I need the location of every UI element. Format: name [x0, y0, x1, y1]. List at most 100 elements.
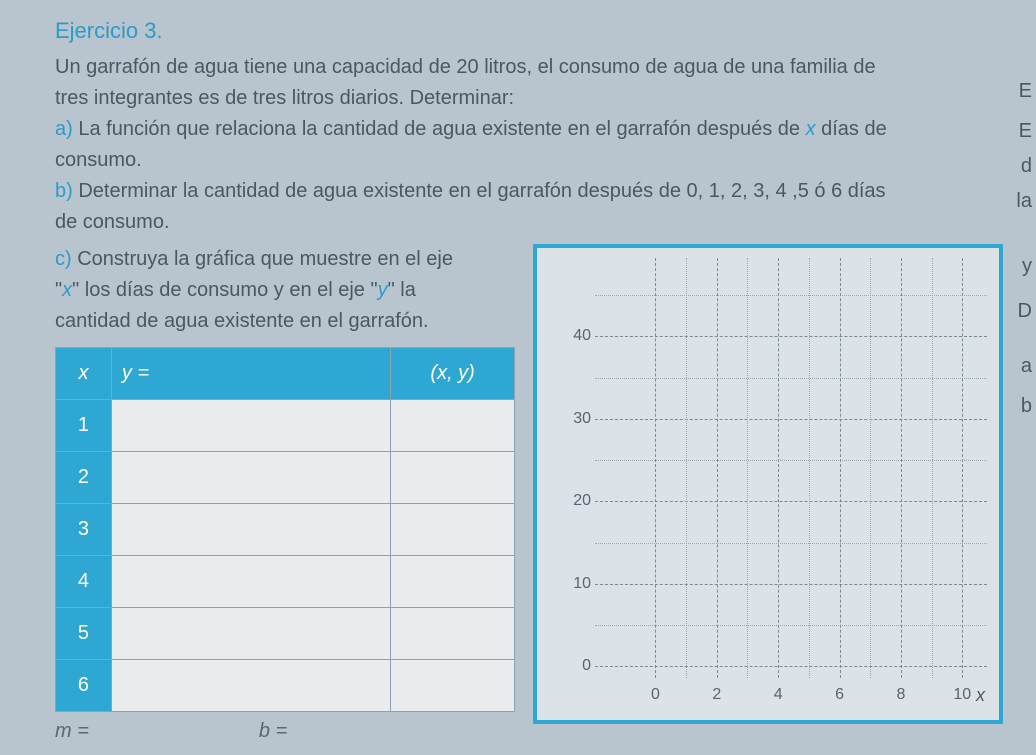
row-xy-cell[interactable] — [391, 400, 515, 452]
part-a-2: días de — [816, 118, 887, 140]
grid-line-h — [595, 419, 987, 420]
table-head-xy: (x, y) — [391, 348, 515, 400]
page-edge-text: b — [1021, 395, 1032, 418]
part-c-1: Construya la gráfica que muestre en el e… — [72, 248, 453, 270]
grid-line-h-minor — [595, 543, 987, 544]
row-y-cell[interactable] — [111, 660, 390, 712]
row-xy-cell[interactable] — [391, 608, 515, 660]
axis-x-symbol: x — [976, 685, 985, 706]
row-x-value: 5 — [56, 608, 112, 660]
part-a-line-2: consumo. — [55, 145, 996, 176]
var-y-axis: y — [378, 279, 388, 301]
y-tick-label: 40 — [551, 327, 591, 345]
y-tick-label: 20 — [551, 492, 591, 510]
row-x-value: 3 — [56, 504, 112, 556]
graph-grid: x 0 10 20 30 40 0 2 4 6 8 10 — [545, 254, 991, 712]
row-xy-cell[interactable] — [391, 452, 515, 504]
data-table: x y = (x, y) 123456 — [55, 347, 515, 712]
capacity: 20 — [456, 56, 478, 78]
intro-line-1: Un garrafón de agua tiene una capacidad … — [55, 52, 996, 83]
m-equals: m = — [55, 720, 89, 743]
c2c: " la — [388, 279, 416, 301]
table-head-y: y = — [111, 348, 390, 400]
grid-line-v-minor — [747, 258, 748, 678]
x-tick-label: 0 — [651, 686, 660, 704]
grid-line-v — [655, 258, 656, 678]
part-c-label: c) — [55, 248, 72, 270]
grid-line-h-minor — [595, 295, 987, 296]
row-x-value: 1 — [56, 400, 112, 452]
c2b: " los días de consumo y en el eje " — [72, 279, 377, 301]
grid-line-h — [595, 336, 987, 337]
part-a-1: La función que relaciona la cantidad de … — [73, 118, 806, 140]
m-b-row: m = b = — [55, 720, 515, 743]
grid-line-v — [778, 258, 779, 678]
page-edge-text: a — [1021, 355, 1032, 378]
part-b-label: b) — [55, 180, 73, 202]
page-edge-text: d — [1021, 155, 1032, 178]
part-a-line-1: a) La función que relaciona la cantidad … — [55, 114, 996, 145]
x-tick-label: 4 — [774, 686, 783, 704]
row-y-cell[interactable] — [111, 556, 390, 608]
row-xy-cell[interactable] — [391, 660, 515, 712]
grid-line-v-minor — [686, 258, 687, 678]
page-edge-text: E — [1019, 80, 1032, 103]
page-edge-text: y — [1022, 255, 1032, 278]
x-tick-label: 8 — [896, 686, 905, 704]
grid-line-v-minor — [870, 258, 871, 678]
b-equals: b = — [259, 720, 287, 743]
row-y-cell[interactable] — [111, 452, 390, 504]
table-row: 3 — [56, 504, 515, 556]
row-y-cell[interactable] — [111, 504, 390, 556]
x-tick-label: 6 — [835, 686, 844, 704]
row-y-cell[interactable] — [111, 608, 390, 660]
page-edge-text: E — [1019, 120, 1032, 143]
grid-line-v — [901, 258, 902, 678]
intro-line-2: tres integrantes es de tres litros diari… — [55, 83, 996, 114]
table-head-x: x — [56, 348, 112, 400]
row-xy-cell[interactable] — [391, 556, 515, 608]
var-x-axis: x — [62, 279, 72, 301]
grid-line-v — [840, 258, 841, 678]
page-edge-text: D — [1018, 300, 1032, 323]
part-b-line-1: b) Determinar la cantidad de agua existe… — [55, 176, 996, 207]
grid-line-h — [595, 501, 987, 502]
y-tick-label: 0 — [551, 657, 591, 675]
row-x-value: 2 — [56, 452, 112, 504]
grid-line-v-minor — [932, 258, 933, 678]
exercise-title: Ejercicio 3. — [55, 18, 996, 44]
table-row: 1 — [56, 400, 515, 452]
two-column-area: c) Construya la gráfica que muestre en e… — [55, 244, 996, 743]
table-row: 5 — [56, 608, 515, 660]
table-row: 4 — [56, 556, 515, 608]
row-x-value: 6 — [56, 660, 112, 712]
grid-line-v — [962, 258, 963, 678]
x-tick-label: 2 — [712, 686, 721, 704]
row-y-cell[interactable] — [111, 400, 390, 452]
table-row: 6 — [56, 660, 515, 712]
grid-line-v-minor — [809, 258, 810, 678]
intro-1b: litros, el consumo de agua de una famili… — [479, 56, 876, 78]
right-column: x 0 10 20 30 40 0 2 4 6 8 10 — [533, 244, 1003, 743]
var-x: x — [806, 118, 816, 140]
part-a-label: a) — [55, 118, 73, 140]
grid-line-h-minor — [595, 378, 987, 379]
row-x-value: 4 — [56, 556, 112, 608]
grid-line-h — [595, 666, 987, 667]
part-c-line-3: cantidad de agua existente en el garrafó… — [55, 306, 515, 337]
left-column: c) Construya la gráfica que muestre en e… — [55, 244, 515, 743]
row-xy-cell[interactable] — [391, 504, 515, 556]
part-b-line-2: de consumo. — [55, 207, 996, 238]
y-tick-label: 10 — [551, 575, 591, 593]
x-tick-label: 10 — [953, 686, 971, 704]
page-edge-text: la — [1016, 190, 1032, 213]
table-row: 2 — [56, 452, 515, 504]
y-tick-label: 30 — [551, 410, 591, 428]
grid-line-v — [717, 258, 718, 678]
part-c-line-1: c) Construya la gráfica que muestre en e… — [55, 244, 515, 275]
grid-line-h-minor — [595, 625, 987, 626]
grid-line-h-minor — [595, 460, 987, 461]
part-b-1: Determinar la cantidad de agua existente… — [73, 180, 886, 202]
intro-1a: Un garrafón de agua tiene una capacidad … — [55, 56, 456, 78]
part-c-line-2: "x" los días de consumo y en el eje "y" … — [55, 275, 515, 306]
